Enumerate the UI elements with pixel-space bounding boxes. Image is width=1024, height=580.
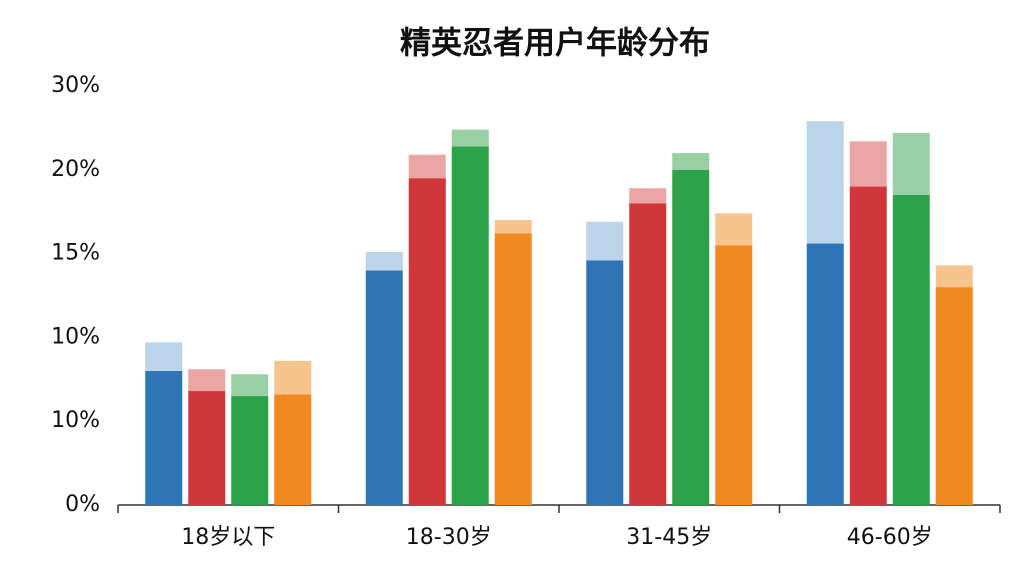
y-tick-label: 10% bbox=[51, 324, 100, 349]
bar bbox=[408, 178, 446, 505]
y-tick-label: 15% bbox=[51, 241, 100, 266]
y-tick-label: 0% bbox=[65, 492, 100, 517]
bar bbox=[806, 243, 844, 505]
bar-top bbox=[892, 132, 930, 195]
bar bbox=[892, 194, 930, 505]
bar-top bbox=[451, 129, 489, 147]
bar bbox=[849, 186, 887, 505]
bar-top bbox=[935, 265, 973, 288]
bar bbox=[451, 146, 489, 505]
bar bbox=[231, 396, 269, 505]
bar-top bbox=[715, 213, 753, 246]
bar bbox=[145, 370, 183, 505]
bar bbox=[365, 270, 403, 505]
bar bbox=[629, 203, 667, 505]
bar-top bbox=[629, 188, 667, 204]
bar-top bbox=[365, 251, 403, 271]
bar-top bbox=[408, 154, 446, 179]
y-tick-label: 20% bbox=[51, 157, 100, 182]
bar-top bbox=[586, 221, 624, 261]
bar-top bbox=[274, 360, 312, 395]
x-tick-label: 18岁以下 bbox=[181, 525, 275, 550]
y-tick-label: 10% bbox=[51, 408, 100, 433]
x-tick-label: 18-30岁 bbox=[406, 525, 492, 550]
bar bbox=[586, 260, 624, 505]
bar-top bbox=[188, 369, 226, 392]
bar bbox=[494, 233, 532, 505]
bar bbox=[715, 245, 753, 505]
bar-top bbox=[672, 153, 710, 170]
x-tick-label: 31-45岁 bbox=[626, 525, 712, 550]
bar bbox=[274, 394, 312, 505]
bar bbox=[935, 287, 973, 505]
bar bbox=[188, 391, 226, 505]
bar bbox=[672, 169, 710, 506]
bar-top bbox=[849, 141, 887, 187]
bar-top bbox=[494, 220, 532, 234]
bar-top bbox=[145, 342, 183, 371]
y-tick-label: 30% bbox=[51, 73, 100, 98]
x-tick-label: 46-60岁 bbox=[847, 525, 933, 550]
bar-top bbox=[231, 374, 269, 397]
chart-title: 精英忍者用户年龄分布 bbox=[400, 26, 710, 62]
bar-top bbox=[806, 121, 844, 244]
